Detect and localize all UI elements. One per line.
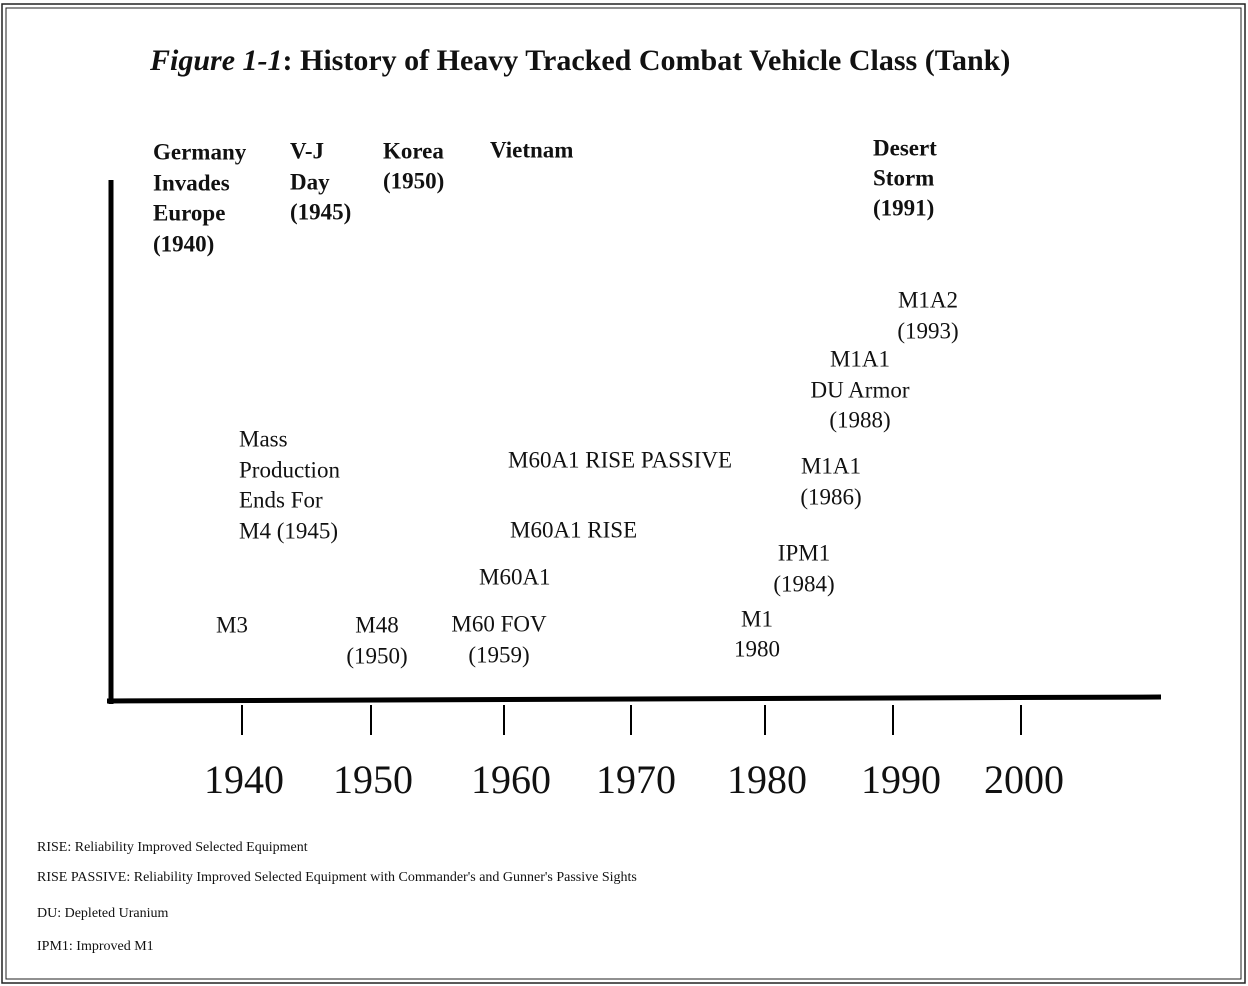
vehicle-label: M4 (1945) [239, 518, 339, 543]
vehicle-label: Mass [239, 426, 288, 452]
vehicle-label: M60A1 RISE PASSIVE [508, 447, 733, 473]
year-label: 1990 [861, 757, 941, 802]
event-label: (1945) [290, 199, 352, 225]
ticks [241, 705, 1022, 735]
vehicle-label: M60A1 RISE [510, 517, 638, 543]
event-label: Europe [153, 200, 226, 226]
vehicle-label: M1 [741, 606, 773, 632]
figure-number: Figure 1-1 [150, 44, 283, 77]
vehicle-label: M48 [355, 612, 399, 638]
note: RISE: Reliability Improved Selected Equi… [37, 840, 308, 855]
event-label: Germany [153, 139, 247, 165]
title-text: : History of Heavy Tracked Combat Vehicl… [282, 44, 1011, 77]
vehicle-label: (1950) [346, 643, 408, 669]
event-label: Vietnam [490, 137, 574, 163]
event-label: Invades [153, 170, 230, 195]
event-label: Korea [383, 138, 444, 164]
event-label: (1991) [873, 195, 935, 221]
event-label: (1950) [383, 168, 445, 194]
title: Figure 1-1: History of Heavy Tracked Com… [150, 44, 1010, 78]
event-label: Desert [873, 135, 937, 161]
horizontal-axis [106, 694, 1162, 704]
vehicle-label: Ends For [239, 487, 323, 513]
event-label: Storm [873, 165, 935, 191]
vehicle-label: 1980 [734, 636, 780, 662]
vehicle-label: M60 FOV [451, 611, 547, 637]
vehicle-label: (1984) [773, 571, 835, 597]
vehicle-label: (1986) [800, 484, 862, 510]
vehicle-label: (1959) [468, 642, 530, 668]
year-label: 1940 [204, 757, 284, 802]
note: DU: Depleted Uranium [37, 906, 169, 921]
vehicle-label: M1A2 [897, 287, 959, 313]
inner-border [5, 7, 1242, 980]
vehicle-label: Production [239, 457, 340, 482]
vehicle-label: M3 [216, 612, 248, 638]
year-label: 1980 [727, 757, 807, 802]
vehicle-label: (1993) [897, 318, 959, 344]
year-label: 1950 [333, 757, 413, 802]
event-label: V-J [290, 138, 325, 164]
vehicle-label: IPM1 [777, 540, 831, 566]
vehicle-label: DU Armor [810, 377, 910, 402]
vehicle-label: (1988) [829, 407, 891, 433]
note: IPM1: Improved M1 [37, 939, 154, 954]
outer-border [1, 3, 1246, 984]
year-label: 2000 [984, 757, 1064, 802]
year-label: 1970 [596, 757, 676, 802]
event-label: (1940) [153, 231, 215, 256]
event-label: Day [290, 169, 330, 194]
vehicle-label: M60A1 [479, 564, 551, 590]
year-label: 1960 [471, 757, 551, 802]
note: RISE PASSIVE: Reliability Improved Selec… [37, 870, 637, 885]
vehicle-label: M1A1 [829, 346, 891, 372]
vehicle-label: M1A1 [800, 453, 862, 479]
